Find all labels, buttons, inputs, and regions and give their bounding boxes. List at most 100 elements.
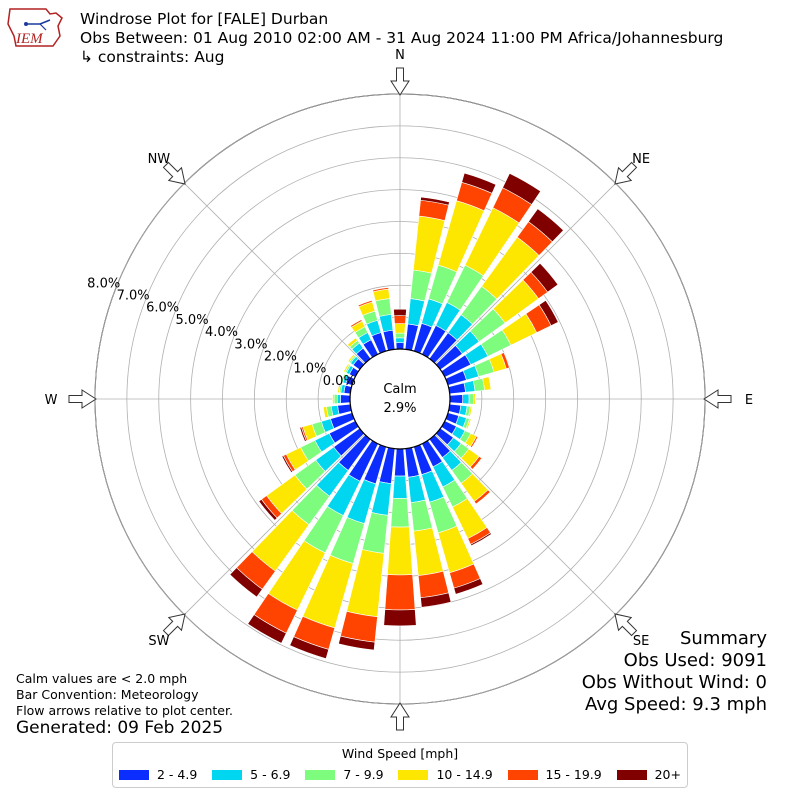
windrose-bar-segment [468,405,473,417]
windrose-bar-segment [420,196,450,206]
calm-note: Calm values are < 2.0 mph [16,671,188,686]
legend-items: 2 - 4.9 5 - 6.9 7 - 9.9 10 - 14.9 15 - 19.9 2… [119,767,681,782]
legend-item: 7 - 9.9 [305,767,384,782]
grid-spoke [184,183,365,364]
windrose-bar-segment [449,394,464,404]
legend-item: 2 - 4.9 [119,767,197,782]
windrose-bar-segment [347,353,356,363]
windrose-bar-segment [461,172,497,194]
chart-constraints: ↳ constraints: Aug [80,48,225,66]
windrose-bar-segment [336,394,341,404]
windrose-bar-segment [473,489,491,505]
windrose-bar-segment [468,393,475,405]
windrose-bar-segment [470,435,479,448]
calm-value: 2.9% [383,401,416,416]
windrose-bar-segment [527,208,564,243]
radial-tick-label: 8.0% [87,276,120,291]
legend-swatch [119,769,149,780]
windrose-bar-segment [393,315,407,325]
windrose-bar-segment [465,418,472,430]
compass-arrow-icon [614,613,638,637]
radial-tick-label: 4.0% [205,325,238,340]
notes-block: Calm values are < 2.0 mph Bar Convention… [16,671,233,719]
compass-arrow-icon [390,67,410,96]
compass-label-e: E [745,393,753,408]
windrose-bar-segment [375,298,392,317]
windrose-bar-segment [393,308,407,317]
windrose-bar-segment [410,269,432,302]
windrose-bar-segment [473,393,476,405]
windrose-bar-segment [383,609,417,627]
legend-swatch [398,769,429,780]
windrose-bar-segment [392,475,408,499]
legend-label: 7 - 9.9 [343,767,384,782]
legend-item: 15 - 19.9 [507,767,602,782]
windrose-bar-segment [340,373,347,384]
grid-spoke [435,434,616,615]
compass-arrow-icon [162,161,186,185]
windrose-bar-segment [390,497,410,528]
legend-title: Wind Speed [mph] [341,746,459,761]
windrose-bar-segment [502,172,542,205]
windrose-bar-segment [448,403,462,415]
grid-spoke [184,434,365,615]
windrose-bar-segment [469,455,483,470]
windrose-bar-segment [357,299,373,308]
legend-label: 2 - 4.9 [157,767,198,782]
windrose-bar-segment [258,498,278,521]
legend-swatch [212,769,243,780]
windrose-bar-segment [470,532,492,547]
compass-arrow-icon [703,389,732,409]
iem-logo: IEM [6,6,66,50]
chart-title-block: Windrose Plot for [FALE] Durban Obs Betw… [80,10,723,67]
windrose-bar-segment [462,393,470,405]
legend-label: 15 - 19.9 [545,767,602,782]
windrose-bar-segment [530,262,559,293]
windrose-bar-segment [395,342,405,350]
windrose-bar-segment [322,406,329,419]
windrose-bar-segment [482,376,492,391]
windrose-bar-segment [350,319,363,328]
legend-item: 10 - 14.9 [398,767,493,782]
chart-title: Windrose Plot for [FALE] Durban [80,10,329,28]
windrose-bar-segment [387,526,413,576]
calm-label: Calm [383,382,416,397]
legend-item: 20+ [616,767,681,782]
windrose-bar-segment [394,448,406,477]
windrose-bar-segment [337,403,352,415]
windrose-bar-segment [347,337,359,348]
summary-block: Summary Obs Used: 9091 Obs Without Wind:… [582,628,767,716]
windrose-bar-segment [410,499,433,532]
radial-tick-label: 7.0% [117,288,150,303]
compass-label-sw: SW [148,634,169,649]
windrose-bar-segment [281,455,294,474]
legend-swatch [507,769,538,780]
legend-label: 20+ [654,767,681,782]
radial-tick-label: 6.0% [146,301,179,316]
compass-label-w: W [45,393,58,408]
windrose-bar-segment [395,337,405,344]
compass-label-nw: NW [148,152,171,167]
windrose-bar-segment [333,393,338,405]
compass-label-n: N [395,48,405,63]
windrose-bar-segment [343,363,350,373]
flow-note: Flow arrows relative to plot center. [16,703,233,718]
logo-text: IEM [15,31,44,47]
compass-arrow-icon [68,389,97,409]
legend-label: 10 - 14.9 [436,767,493,782]
windrose-bar-segment [420,592,452,608]
windrose-bar-segment [500,352,510,370]
windrose-bar-segment [394,332,406,339]
windrose-bar-segment [538,299,559,327]
legend-swatch [305,769,336,780]
windrose-bar-segment [378,314,394,333]
windrose-bar-segment [372,287,389,293]
windrose-bar-segment [247,614,287,644]
summary-heading: Summary [680,628,767,649]
windrose-bar-segment [384,574,416,611]
windrose-bar-segment [338,635,376,651]
calm-circle [349,348,451,450]
radial-tick-label: 2.0% [264,349,297,364]
grid-spoke [435,183,616,364]
compass-arrow-icon [162,613,186,637]
